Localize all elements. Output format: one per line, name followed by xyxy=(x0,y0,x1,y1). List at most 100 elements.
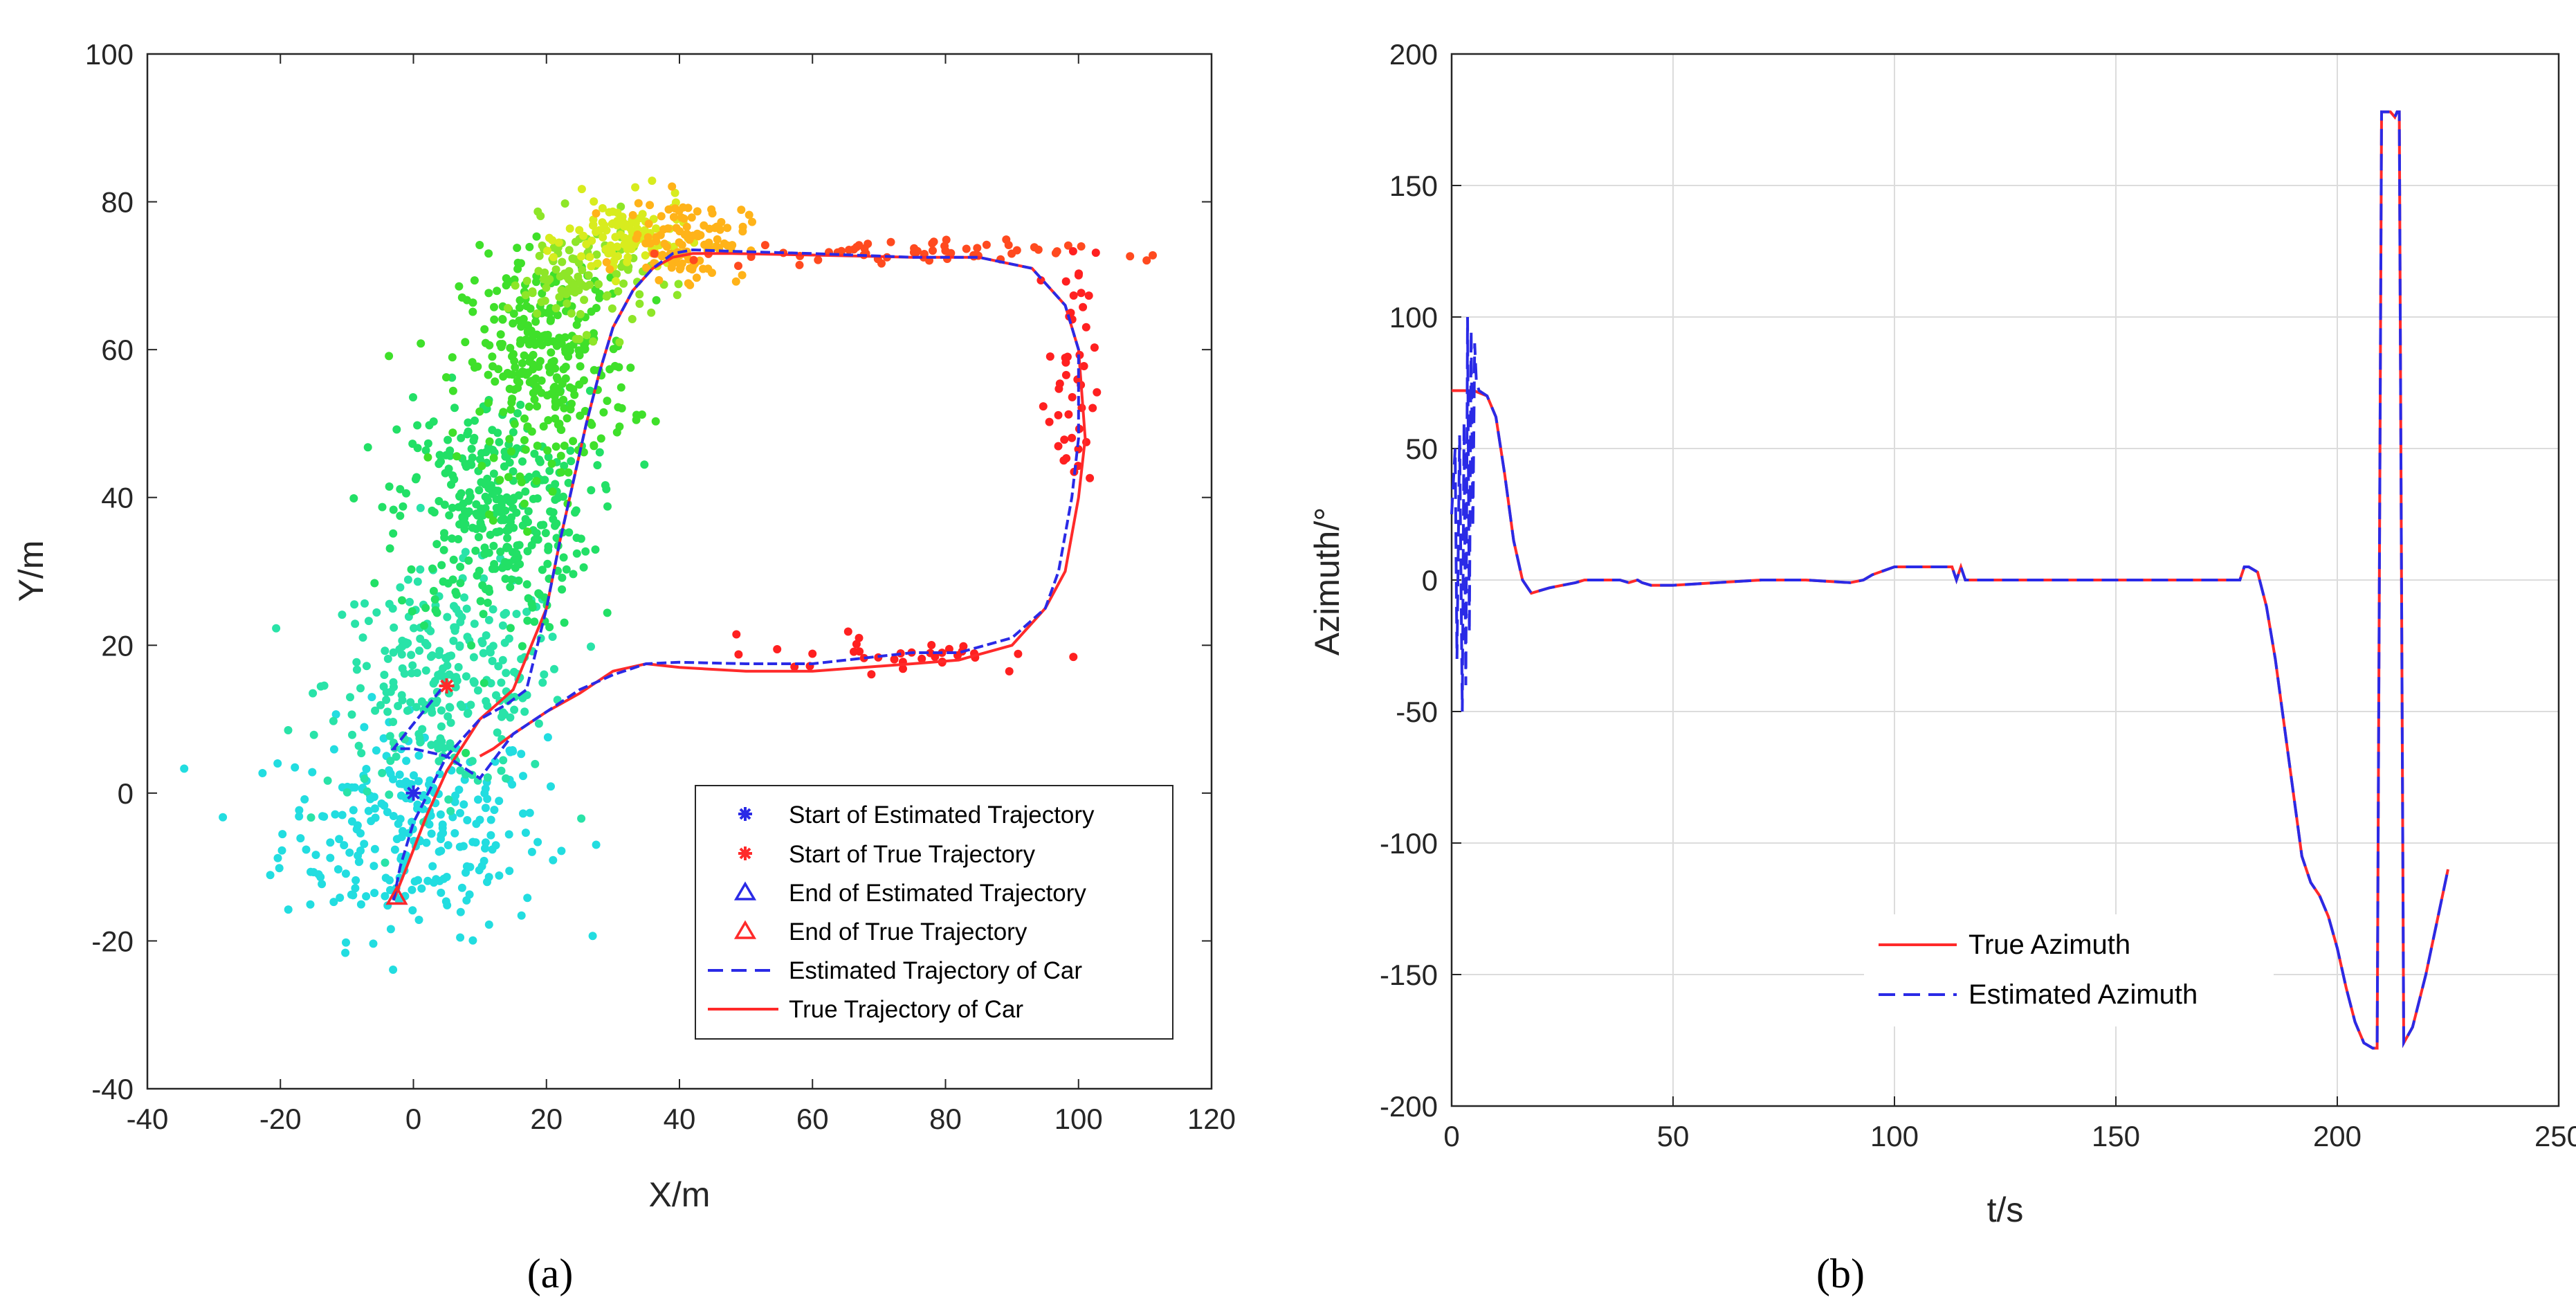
particle-point xyxy=(219,813,228,822)
particle-point xyxy=(518,694,527,703)
particle-point xyxy=(500,462,509,471)
particle-point xyxy=(917,654,926,663)
particle-point xyxy=(540,296,549,305)
particle-point xyxy=(737,206,746,215)
particle-point xyxy=(466,458,475,467)
particle-point xyxy=(416,503,425,512)
particle-point xyxy=(517,259,525,268)
y-tick-label: -40 xyxy=(91,1073,134,1105)
particle-point xyxy=(329,716,338,725)
particle-point xyxy=(502,774,511,783)
particle-point xyxy=(660,239,669,248)
particle-point xyxy=(1093,388,1102,397)
particle-point xyxy=(485,437,494,446)
particle-point xyxy=(543,446,552,455)
particle-point xyxy=(352,658,361,667)
particle-point xyxy=(468,307,477,316)
particle-point xyxy=(515,378,524,387)
particle-point xyxy=(513,409,522,418)
particle-point xyxy=(673,291,682,300)
particle-point xyxy=(497,343,506,352)
particle-point xyxy=(364,617,373,626)
particle-point xyxy=(394,702,403,710)
particle-point xyxy=(480,550,489,559)
particle-point xyxy=(509,493,518,502)
x-tick-label: 50 xyxy=(1657,1120,1690,1152)
particle-point xyxy=(396,485,405,493)
particle-point xyxy=(435,451,444,460)
particle-point xyxy=(356,684,365,693)
particle-point xyxy=(389,505,398,514)
particle-point xyxy=(381,646,390,655)
particle-point xyxy=(331,710,340,719)
particle-point xyxy=(633,224,642,233)
particle-point xyxy=(549,383,558,392)
particle-point xyxy=(529,350,538,359)
particle-point xyxy=(452,673,461,682)
particle-point xyxy=(468,523,477,532)
particle-point xyxy=(379,734,388,743)
particle-point xyxy=(529,388,538,397)
particle-point xyxy=(506,624,515,633)
particle-point xyxy=(572,506,581,515)
particle-point xyxy=(560,618,569,627)
particle-point xyxy=(675,265,684,273)
particle-point xyxy=(732,630,741,639)
particle-point xyxy=(455,282,464,291)
particle-point xyxy=(417,339,426,348)
panel-a-series xyxy=(390,248,1087,901)
particle-point xyxy=(482,697,491,706)
particle-point xyxy=(1012,246,1021,255)
particle-point xyxy=(554,238,563,247)
particle-point xyxy=(390,623,399,632)
particle-point xyxy=(457,293,466,302)
particle-point xyxy=(284,726,293,734)
panel-a-legend-box xyxy=(695,785,1173,1040)
particle-point xyxy=(580,296,589,305)
particle-point xyxy=(522,580,531,589)
particle-point xyxy=(519,772,527,781)
particle-point xyxy=(651,417,660,426)
particle-point xyxy=(642,263,650,272)
particle-point xyxy=(549,855,558,864)
particle-point xyxy=(295,812,304,821)
y-tick-label: -200 xyxy=(1380,1090,1438,1123)
particle-point xyxy=(522,276,531,285)
particle-point xyxy=(520,414,529,423)
particle-point xyxy=(855,633,864,642)
particle-point xyxy=(589,337,598,346)
particle-point xyxy=(470,619,479,628)
particle-point xyxy=(400,669,409,678)
particle-point xyxy=(516,400,525,409)
particle-point xyxy=(475,407,484,416)
particle-point xyxy=(543,246,551,255)
particle-point xyxy=(456,933,465,942)
particle-point xyxy=(258,769,267,777)
particle-point xyxy=(555,398,564,407)
particle-point xyxy=(561,374,570,383)
particle-point xyxy=(473,686,482,695)
particle-point xyxy=(386,757,395,766)
particle-point xyxy=(551,496,560,504)
particle-point xyxy=(472,500,481,509)
particle-point xyxy=(398,642,407,651)
particle-point xyxy=(370,804,379,813)
particle-point xyxy=(547,460,556,468)
particle-point xyxy=(670,204,679,213)
particle-point xyxy=(504,304,512,313)
particle-point xyxy=(514,576,523,585)
particle-point xyxy=(500,447,509,456)
panel-a-ylabel: Y/m xyxy=(12,541,51,602)
y-tick-label: 100 xyxy=(85,38,134,71)
particle-point xyxy=(491,841,500,850)
particle-point xyxy=(1052,247,1061,256)
legend-start-estimated-label: Start of Estimated Trajectory xyxy=(789,802,1095,828)
particle-point xyxy=(533,402,541,410)
particle-point xyxy=(941,246,950,255)
particle-point xyxy=(446,806,455,815)
particle-point xyxy=(273,853,282,862)
particle-point xyxy=(564,468,573,477)
particle-point xyxy=(398,596,406,605)
particle-point xyxy=(467,641,476,650)
particle-point xyxy=(362,892,371,900)
